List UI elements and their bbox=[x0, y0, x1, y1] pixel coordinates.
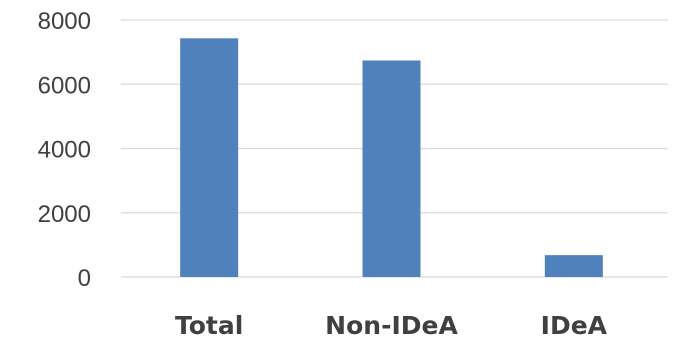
x-category-label: IDeA bbox=[541, 311, 608, 340]
x-axis-category-labels: Total Non-IDeA IDeA bbox=[175, 311, 608, 340]
bar-total bbox=[180, 38, 239, 277]
y-tick-label: 0 bbox=[78, 265, 91, 292]
x-category-label: Total bbox=[175, 311, 243, 340]
y-tick-label: 2000 bbox=[38, 201, 91, 228]
bars bbox=[180, 38, 603, 277]
y-tick-label: 6000 bbox=[38, 72, 91, 99]
y-tick-label: 8000 bbox=[38, 8, 91, 35]
bar-idea bbox=[544, 255, 603, 277]
x-category-label: Non-IDeA bbox=[325, 311, 458, 340]
y-tick-label: 4000 bbox=[38, 137, 91, 164]
y-axis-tick-labels: 0 2000 4000 6000 8000 bbox=[38, 8, 91, 292]
bar-non-idea bbox=[362, 60, 421, 277]
